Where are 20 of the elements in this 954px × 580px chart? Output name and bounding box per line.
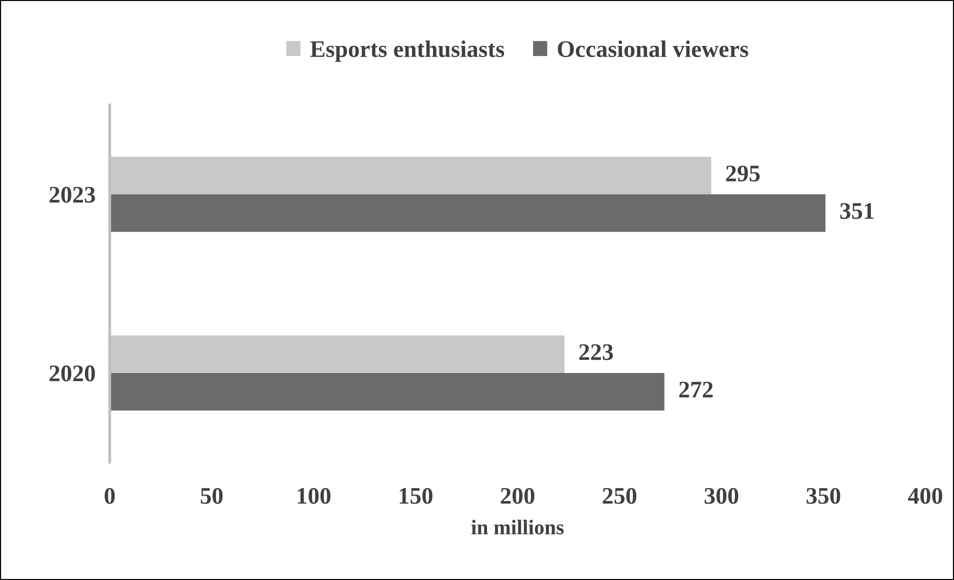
bar xyxy=(110,194,826,232)
x-tick-label: 0 xyxy=(104,488,115,504)
x-tick-label: 300 xyxy=(704,488,738,504)
x-tick-label: 150 xyxy=(400,488,432,504)
x-tick-label: 200 xyxy=(500,488,534,504)
x-tick-label: 250 xyxy=(602,488,636,504)
x-tick-label: 400 xyxy=(908,488,942,504)
data-label: 351 xyxy=(840,203,874,219)
y-tick-label: 2020 xyxy=(50,365,95,382)
legend-label: Esports enthusiasts xyxy=(310,40,504,62)
data-label: 223 xyxy=(579,344,613,360)
data-label: 272 xyxy=(679,382,713,398)
bar xyxy=(110,372,664,410)
data-label: 295 xyxy=(726,166,760,182)
x-tick-label: 350 xyxy=(806,488,840,504)
x-tick-label: 50 xyxy=(200,488,223,504)
x-axis-title: in millions xyxy=(471,520,564,534)
x-tick-label: 100 xyxy=(298,488,330,504)
y-tick-label: 2023 xyxy=(50,186,96,203)
legend-label: Occasional viewers xyxy=(558,40,748,58)
